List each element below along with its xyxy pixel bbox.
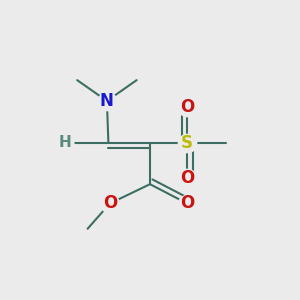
Text: O: O xyxy=(180,169,194,187)
Text: O: O xyxy=(103,194,117,212)
Text: O: O xyxy=(180,98,194,116)
Text: O: O xyxy=(180,194,194,212)
Text: S: S xyxy=(181,134,193,152)
Text: N: N xyxy=(100,92,114,110)
Text: H: H xyxy=(59,135,72,150)
